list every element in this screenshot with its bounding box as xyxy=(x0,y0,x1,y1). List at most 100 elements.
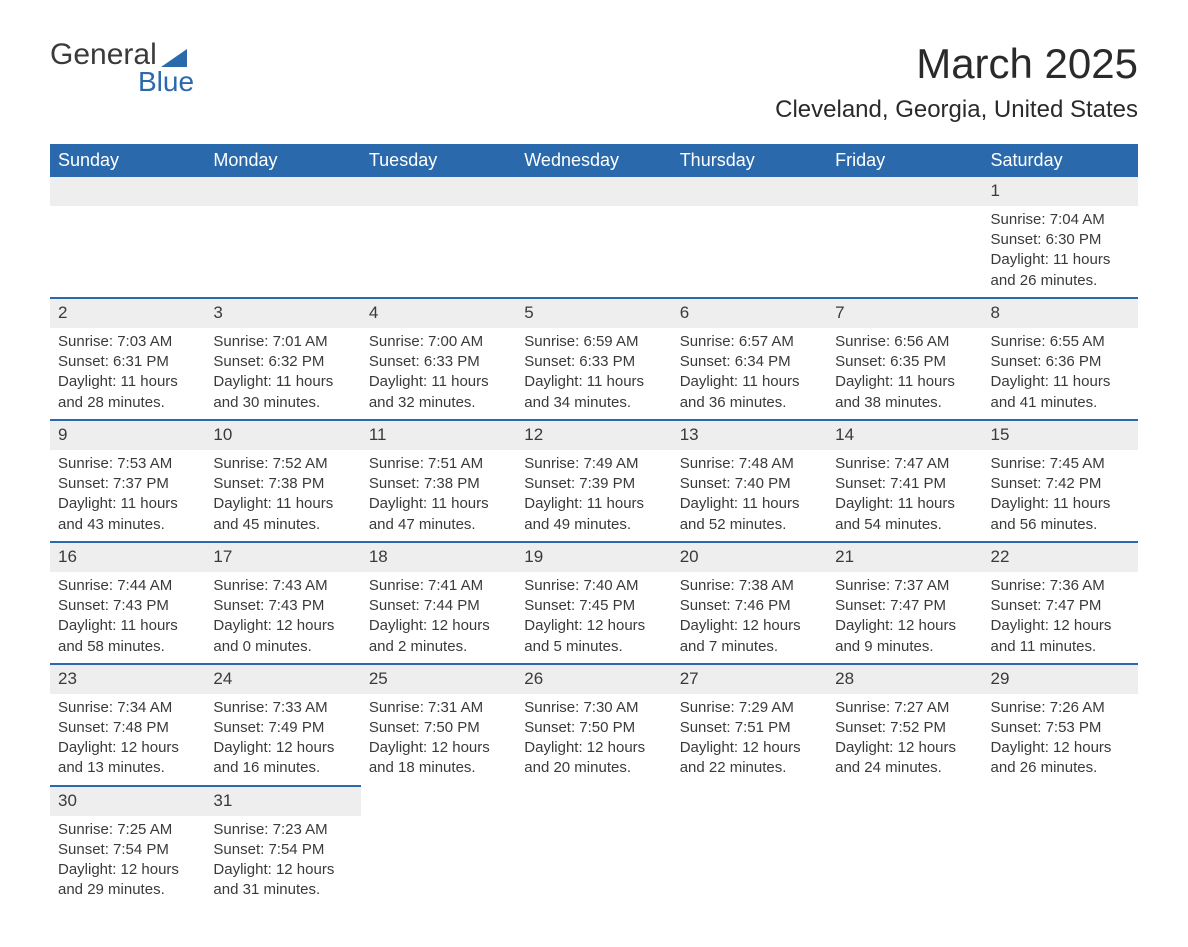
day-sunrise-line: Sunrise: 7:52 AM xyxy=(213,454,352,474)
day-number-bar: 27 xyxy=(672,665,827,694)
day-number-bar: 28 xyxy=(827,665,982,694)
day-content: Sunrise: 7:52 AMSunset: 7:38 PMDaylight:… xyxy=(205,450,360,541)
day-sunrise-line: Sunrise: 7:27 AM xyxy=(835,698,974,718)
weekday-header: Wednesday xyxy=(516,144,671,177)
day-day1-line: Daylight: 11 hours xyxy=(213,372,352,392)
day-sunrise-line: Sunrise: 7:00 AM xyxy=(369,332,508,352)
day-sunset-line: Sunset: 7:38 PM xyxy=(369,474,508,494)
day-day1-line: Daylight: 11 hours xyxy=(680,494,819,514)
day-day2-line: and 36 minutes. xyxy=(680,393,819,413)
day-day2-line: and 47 minutes. xyxy=(369,515,508,535)
day-number-bar xyxy=(50,177,205,206)
day-sunrise-line: Sunrise: 7:03 AM xyxy=(58,332,197,352)
day-content: Sunrise: 7:23 AMSunset: 7:54 PMDaylight:… xyxy=(205,816,360,907)
day-day2-line: and 56 minutes. xyxy=(991,515,1130,535)
day-sunset-line: Sunset: 6:33 PM xyxy=(369,352,508,372)
day-day1-line: Daylight: 12 hours xyxy=(835,738,974,758)
day-day2-line: and 41 minutes. xyxy=(991,393,1130,413)
weekday-header: Sunday xyxy=(50,144,205,177)
calendar-day-cell xyxy=(672,177,827,298)
day-sunset-line: Sunset: 7:48 PM xyxy=(58,718,197,738)
day-day2-line: and 26 minutes. xyxy=(991,758,1130,778)
day-number-bar: 29 xyxy=(983,665,1138,694)
day-day1-line: Daylight: 11 hours xyxy=(524,372,663,392)
day-day2-line: and 54 minutes. xyxy=(835,515,974,535)
day-sunset-line: Sunset: 7:47 PM xyxy=(835,596,974,616)
day-day2-line: and 5 minutes. xyxy=(524,637,663,657)
day-sunrise-line: Sunrise: 6:57 AM xyxy=(680,332,819,352)
calendar-day-cell: 22Sunrise: 7:36 AMSunset: 7:47 PMDayligh… xyxy=(983,542,1138,664)
day-number-bar: 11 xyxy=(361,421,516,450)
day-number-bar xyxy=(361,177,516,206)
day-sunrise-line: Sunrise: 6:59 AM xyxy=(524,332,663,352)
day-day2-line: and 49 minutes. xyxy=(524,515,663,535)
calendar-day-cell xyxy=(50,177,205,298)
day-day1-line: Daylight: 11 hours xyxy=(369,372,508,392)
day-sunrise-line: Sunrise: 7:33 AM xyxy=(213,698,352,718)
day-number-bar: 13 xyxy=(672,421,827,450)
day-sunrise-line: Sunrise: 7:25 AM xyxy=(58,820,197,840)
calendar-day-cell: 13Sunrise: 7:48 AMSunset: 7:40 PMDayligh… xyxy=(672,420,827,542)
logo-text-2: Blue xyxy=(138,68,196,96)
day-sunrise-line: Sunrise: 7:23 AM xyxy=(213,820,352,840)
day-content: Sunrise: 7:01 AMSunset: 6:32 PMDaylight:… xyxy=(205,328,360,419)
day-day2-line: and 7 minutes. xyxy=(680,637,819,657)
calendar-week-row: 23Sunrise: 7:34 AMSunset: 7:48 PMDayligh… xyxy=(50,664,1138,786)
day-content: Sunrise: 7:51 AMSunset: 7:38 PMDaylight:… xyxy=(361,450,516,541)
calendar-day-cell: 20Sunrise: 7:38 AMSunset: 7:46 PMDayligh… xyxy=(672,542,827,664)
day-day1-line: Daylight: 12 hours xyxy=(991,738,1130,758)
calendar-day-cell: 9Sunrise: 7:53 AMSunset: 7:37 PMDaylight… xyxy=(50,420,205,542)
day-day2-line: and 34 minutes. xyxy=(524,393,663,413)
day-number-bar: 26 xyxy=(516,665,671,694)
day-sunrise-line: Sunrise: 7:30 AM xyxy=(524,698,663,718)
day-number-bar xyxy=(516,177,671,206)
day-number-bar: 25 xyxy=(361,665,516,694)
calendar-header-row: SundayMondayTuesdayWednesdayThursdayFrid… xyxy=(50,144,1138,177)
calendar-day-cell: 19Sunrise: 7:40 AMSunset: 7:45 PMDayligh… xyxy=(516,542,671,664)
day-day1-line: Daylight: 11 hours xyxy=(991,494,1130,514)
day-content: Sunrise: 7:41 AMSunset: 7:44 PMDaylight:… xyxy=(361,572,516,663)
day-day1-line: Daylight: 12 hours xyxy=(524,616,663,636)
day-sunrise-line: Sunrise: 7:37 AM xyxy=(835,576,974,596)
day-sunset-line: Sunset: 6:35 PM xyxy=(835,352,974,372)
day-day2-line: and 28 minutes. xyxy=(58,393,197,413)
day-number-bar: 30 xyxy=(50,787,205,816)
day-number-bar: 12 xyxy=(516,421,671,450)
day-number-bar: 7 xyxy=(827,299,982,328)
day-content: Sunrise: 7:34 AMSunset: 7:48 PMDaylight:… xyxy=(50,694,205,785)
day-sunset-line: Sunset: 7:50 PM xyxy=(369,718,508,738)
day-day1-line: Daylight: 12 hours xyxy=(213,860,352,880)
day-number-bar: 9 xyxy=(50,421,205,450)
day-content: Sunrise: 6:59 AMSunset: 6:33 PMDaylight:… xyxy=(516,328,671,419)
day-day1-line: Daylight: 11 hours xyxy=(58,616,197,636)
day-sunrise-line: Sunrise: 7:36 AM xyxy=(991,576,1130,596)
day-sunset-line: Sunset: 7:44 PM xyxy=(369,596,508,616)
day-day1-line: Daylight: 11 hours xyxy=(58,494,197,514)
day-content: Sunrise: 7:25 AMSunset: 7:54 PMDaylight:… xyxy=(50,816,205,907)
day-sunrise-line: Sunrise: 7:48 AM xyxy=(680,454,819,474)
day-content: Sunrise: 7:33 AMSunset: 7:49 PMDaylight:… xyxy=(205,694,360,785)
calendar-day-cell: 7Sunrise: 6:56 AMSunset: 6:35 PMDaylight… xyxy=(827,298,982,420)
calendar-day-cell xyxy=(361,177,516,298)
day-number-bar: 14 xyxy=(827,421,982,450)
day-day2-line: and 0 minutes. xyxy=(213,637,352,657)
day-content: Sunrise: 6:55 AMSunset: 6:36 PMDaylight:… xyxy=(983,328,1138,419)
day-number-bar: 8 xyxy=(983,299,1138,328)
calendar-day-cell: 21Sunrise: 7:37 AMSunset: 7:47 PMDayligh… xyxy=(827,542,982,664)
day-sunrise-line: Sunrise: 7:45 AM xyxy=(991,454,1130,474)
day-day2-line: and 20 minutes. xyxy=(524,758,663,778)
day-sunset-line: Sunset: 7:46 PM xyxy=(680,596,819,616)
day-sunset-line: Sunset: 6:34 PM xyxy=(680,352,819,372)
day-day2-line: and 22 minutes. xyxy=(680,758,819,778)
logo-wedge-icon xyxy=(161,49,187,67)
day-number-bar xyxy=(516,786,671,815)
day-content: Sunrise: 7:00 AMSunset: 6:33 PMDaylight:… xyxy=(361,328,516,419)
day-sunrise-line: Sunrise: 7:26 AM xyxy=(991,698,1130,718)
day-day1-line: Daylight: 12 hours xyxy=(213,738,352,758)
day-content: Sunrise: 7:48 AMSunset: 7:40 PMDaylight:… xyxy=(672,450,827,541)
day-sunset-line: Sunset: 7:54 PM xyxy=(58,840,197,860)
day-number-bar: 15 xyxy=(983,421,1138,450)
day-sunrise-line: Sunrise: 7:51 AM xyxy=(369,454,508,474)
calendar-day-cell: 28Sunrise: 7:27 AMSunset: 7:52 PMDayligh… xyxy=(827,664,982,786)
day-content: Sunrise: 7:43 AMSunset: 7:43 PMDaylight:… xyxy=(205,572,360,663)
